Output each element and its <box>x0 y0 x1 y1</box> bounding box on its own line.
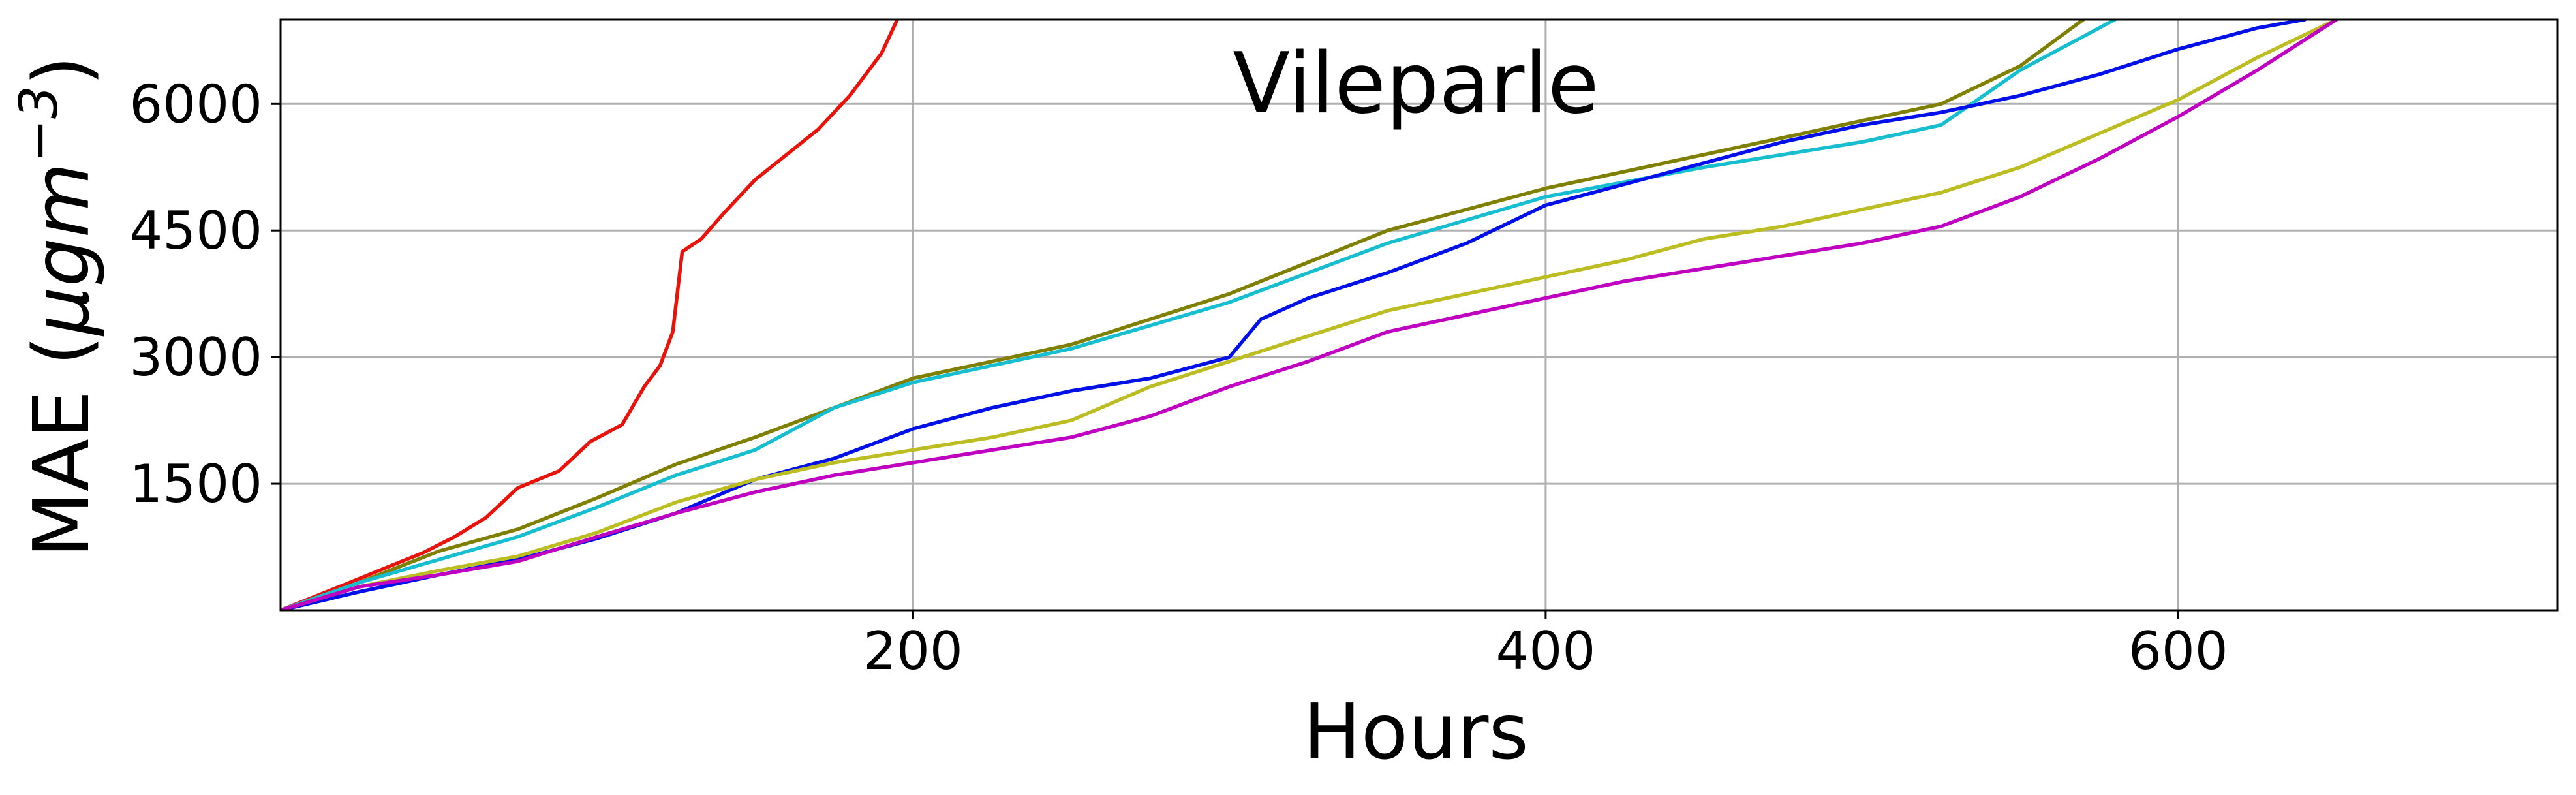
series-line-1 <box>281 20 899 610</box>
y-axis-label: MAE (μgm−3) <box>8 55 106 558</box>
y-tick-label: 4500 <box>129 200 262 261</box>
x-tick-label: 200 <box>863 621 963 681</box>
y-axis-label-exponent: −3 <box>8 86 69 163</box>
x-axis-label: Hours <box>1303 687 1529 777</box>
x-tick-label: 600 <box>2128 621 2228 681</box>
series-group <box>281 20 2338 610</box>
y-axis-label-unit: μgm <box>16 163 106 337</box>
series-line-5 <box>281 20 2338 610</box>
plot-frame <box>279 18 2559 612</box>
y-tick-label: 3000 <box>129 327 262 388</box>
series-line-6 <box>281 20 2338 610</box>
ticks: 200 400 600 1500 3000 4500 6000 <box>129 74 2228 681</box>
series-line-3 <box>281 20 2117 610</box>
series-line-2 <box>281 20 2085 610</box>
y-axis-label-close: ) <box>16 55 106 86</box>
y-tick-label: 1500 <box>129 454 262 514</box>
y-axis-label-main: MAE ( <box>16 335 106 558</box>
x-tick-label: 400 <box>1496 621 1596 681</box>
y-tick-label: 6000 <box>129 74 262 134</box>
chart-title: Vileparle <box>1233 35 1599 132</box>
